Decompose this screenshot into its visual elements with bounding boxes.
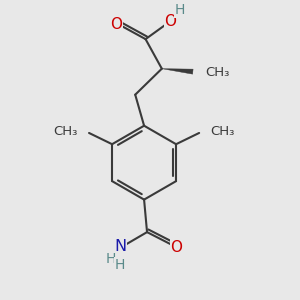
Text: CH₃: CH₃ xyxy=(205,66,230,79)
Text: O: O xyxy=(171,240,183,255)
Text: H: H xyxy=(105,252,116,266)
Text: N: N xyxy=(114,239,127,254)
Text: H: H xyxy=(115,258,125,272)
Text: O: O xyxy=(164,14,176,29)
Polygon shape xyxy=(162,69,193,74)
Text: CH₃: CH₃ xyxy=(210,125,235,138)
Text: O: O xyxy=(110,17,122,32)
Text: CH₃: CH₃ xyxy=(53,125,78,138)
Text: H: H xyxy=(174,3,185,17)
